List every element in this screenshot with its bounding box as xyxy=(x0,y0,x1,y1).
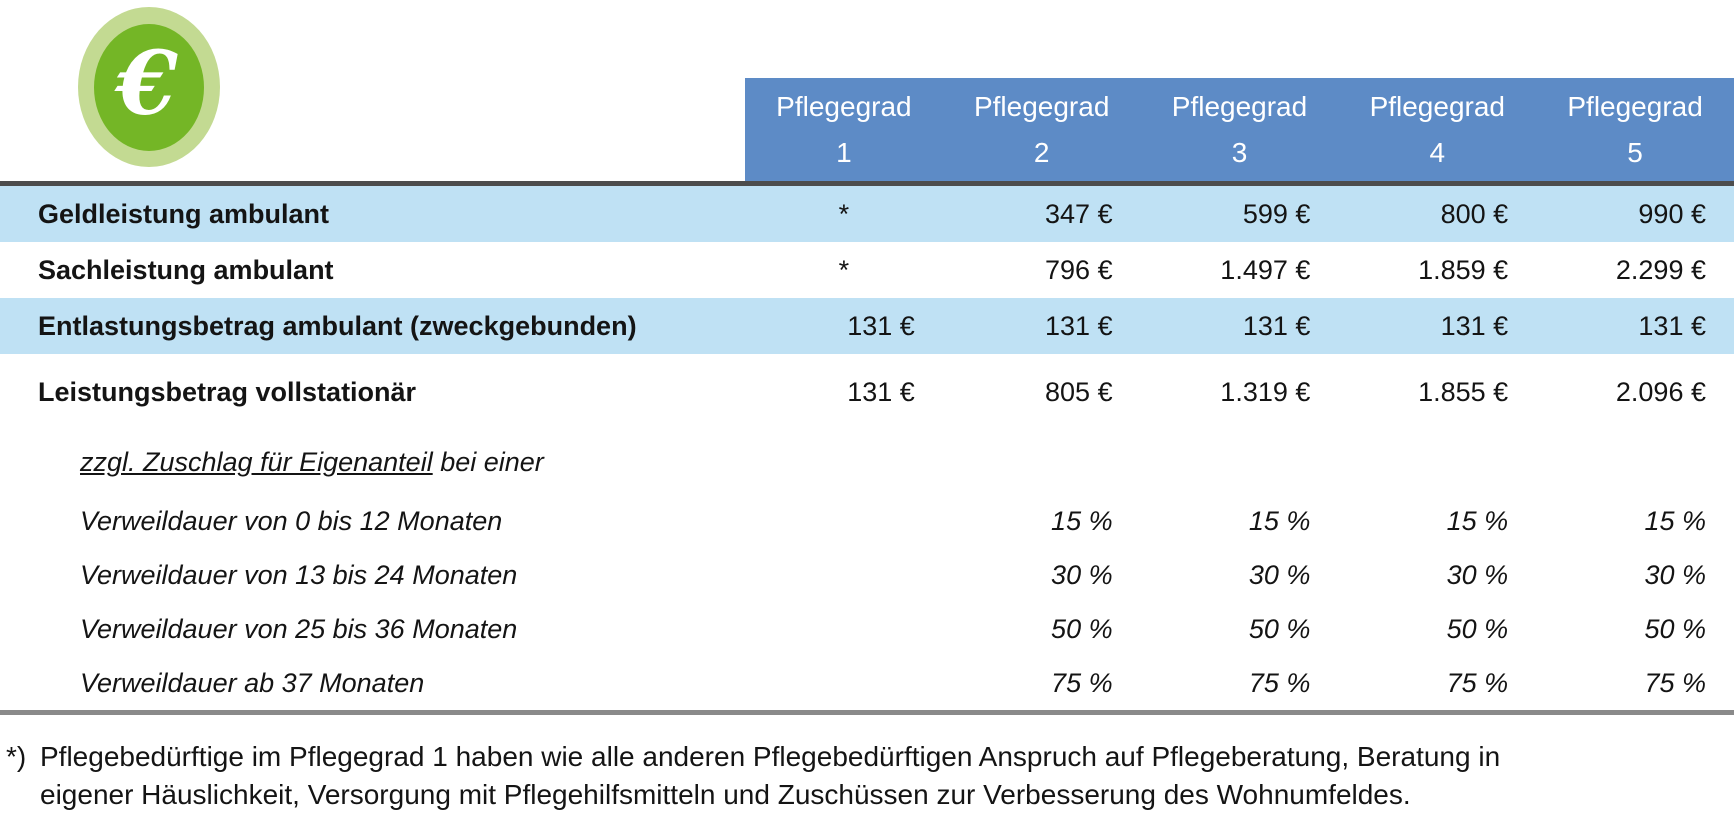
table-row-verweildauer-ab-37: Verweildauer ab 37 Monaten 75 % 75 % 75 … xyxy=(0,656,1734,710)
value-cell: 50 % xyxy=(1248,613,1311,644)
row-label: Verweildauer von 0 bis 12 Monaten xyxy=(80,505,503,536)
value-cell: 30 % xyxy=(1248,559,1311,590)
value-cell: 131 € xyxy=(1242,310,1311,341)
value-cell: 131 € xyxy=(847,376,915,407)
value-cell: 2.299 € xyxy=(1615,254,1706,285)
value-cell: 599 € xyxy=(1242,198,1311,229)
value-cell: 131 € xyxy=(847,310,915,341)
table-column-header-band: Pflegegrad 1 Pflegegrad 2 Pflegegrad 3 P… xyxy=(745,78,1734,181)
row-label: Verweildauer von 13 bis 24 Monaten xyxy=(80,559,518,590)
column-header-pflegegrad-2: Pflegegrad 2 xyxy=(943,78,1141,181)
column-header-number: 4 xyxy=(1429,136,1446,168)
table-row-geldleistung: Geldleistung ambulant * 347 € 599 € 800 … xyxy=(0,186,1734,242)
row-label: Verweildauer ab 37 Monaten xyxy=(80,667,425,698)
value-cell: 131 € xyxy=(1045,310,1113,341)
footnote-text: Pflegebedürftige im Pflegegrad 1 haben w… xyxy=(40,741,1501,810)
value-cell: 50 % xyxy=(1051,613,1113,644)
row-label: Entlastungsbetrag ambulant (zweckgebunde… xyxy=(38,310,637,341)
column-header-number: 1 xyxy=(836,136,852,168)
table-row-leistungsbetrag: Leistungsbetrag vollstationär 131 € 805 … xyxy=(0,354,1734,430)
table-row-verweildauer-25-36: Verweildauer von 25 bis 36 Monaten 50 % … xyxy=(0,602,1734,656)
row-label-underlined-part: zzgl. Zuschlag für Eigenanteil xyxy=(80,446,433,477)
value-cell: 15 % xyxy=(1248,505,1311,536)
column-header-number: 3 xyxy=(1231,136,1248,168)
row-label: Leistungsbetrag vollstationär xyxy=(38,376,417,407)
column-header-pflegegrad-5: Pflegegrad 5 xyxy=(1536,78,1734,181)
euro-icon: € xyxy=(78,7,220,167)
value-cell: 30 % xyxy=(1051,559,1113,590)
value-cell: * xyxy=(838,254,850,285)
row-label: Geldleistung ambulant xyxy=(38,198,330,229)
row-label-rest: bei einer xyxy=(432,446,544,477)
value-cell: 131 € xyxy=(1638,310,1706,341)
row-label: Verweildauer von 25 bis 36 Monaten xyxy=(80,613,518,644)
value-cell: 1.319 € xyxy=(1220,376,1311,407)
value-cell: 75 % xyxy=(1446,667,1509,698)
euro-icon-inner-circle: € xyxy=(94,23,204,151)
column-header-number: 2 xyxy=(1033,136,1050,168)
value-cell: 1.497 € xyxy=(1220,254,1311,285)
footnote-marker: *) xyxy=(6,741,27,772)
value-cell: 75 % xyxy=(1644,667,1706,698)
column-header-title: Pflegegrad xyxy=(776,90,912,122)
value-cell: * xyxy=(838,198,850,229)
value-cell: 131 € xyxy=(1440,310,1509,341)
value-cell: 30 % xyxy=(1446,559,1509,590)
value-cell: 347 € xyxy=(1045,198,1113,229)
value-cell: 1.855 € xyxy=(1418,376,1509,407)
table-row-zuschlag-heading: zzgl. Zuschlag für Eigenanteil bei einer xyxy=(0,430,1734,494)
column-header-pflegegrad-1: Pflegegrad 1 xyxy=(745,78,943,181)
column-header-pflegegrad-3: Pflegegrad 3 xyxy=(1141,78,1339,181)
table-row-entlastungsbetrag: Entlastungsbetrag ambulant (zweckgebunde… xyxy=(0,298,1734,354)
table-row-verweildauer-13-24: Verweildauer von 13 bis 24 Monaten 30 % … xyxy=(0,548,1734,602)
value-cell: 75 % xyxy=(1248,667,1311,698)
row-label: zzgl. Zuschlag für Eigenanteil bei einer xyxy=(0,447,745,478)
row-label: Sachleistung ambulant xyxy=(38,254,334,285)
value-cell: 800 € xyxy=(1440,198,1509,229)
table-row-sachleistung: Sachleistung ambulant * 796 € 1.497 € 1.… xyxy=(0,242,1734,298)
table-row-verweildauer-0-12: Verweildauer von 0 bis 12 Monaten 15 % 1… xyxy=(0,494,1734,548)
column-header-title: Pflegegrad xyxy=(973,90,1110,122)
column-header-number: 5 xyxy=(1627,136,1643,168)
euro-symbol: € xyxy=(116,31,178,135)
value-cell: 2.096 € xyxy=(1615,376,1706,407)
column-header-pflegegrad-4: Pflegegrad 4 xyxy=(1338,78,1536,181)
value-cell: 1.859 € xyxy=(1418,254,1509,285)
value-cell: 50 % xyxy=(1644,613,1706,644)
value-cell: 50 % xyxy=(1446,613,1509,644)
value-cell: 75 % xyxy=(1051,667,1113,698)
value-cell: 15 % xyxy=(1644,505,1706,536)
column-header-title: Pflegegrad xyxy=(1369,90,1505,122)
value-cell: 805 € xyxy=(1045,376,1113,407)
value-cell: 796 € xyxy=(1045,254,1113,285)
value-cell: 990 € xyxy=(1638,198,1706,229)
benefits-table: Geldleistung ambulant * 347 € 599 € 800 … xyxy=(0,181,1734,715)
value-cell: 30 % xyxy=(1644,559,1706,590)
column-header-title: Pflegegrad xyxy=(1567,90,1703,122)
column-header-title: Pflegegrad xyxy=(1171,90,1308,122)
value-cell: 15 % xyxy=(1051,505,1113,536)
value-cell: 15 % xyxy=(1446,505,1509,536)
footnote: *) Pflegebedürftige im Pflegegrad 1 habe… xyxy=(6,738,1706,814)
